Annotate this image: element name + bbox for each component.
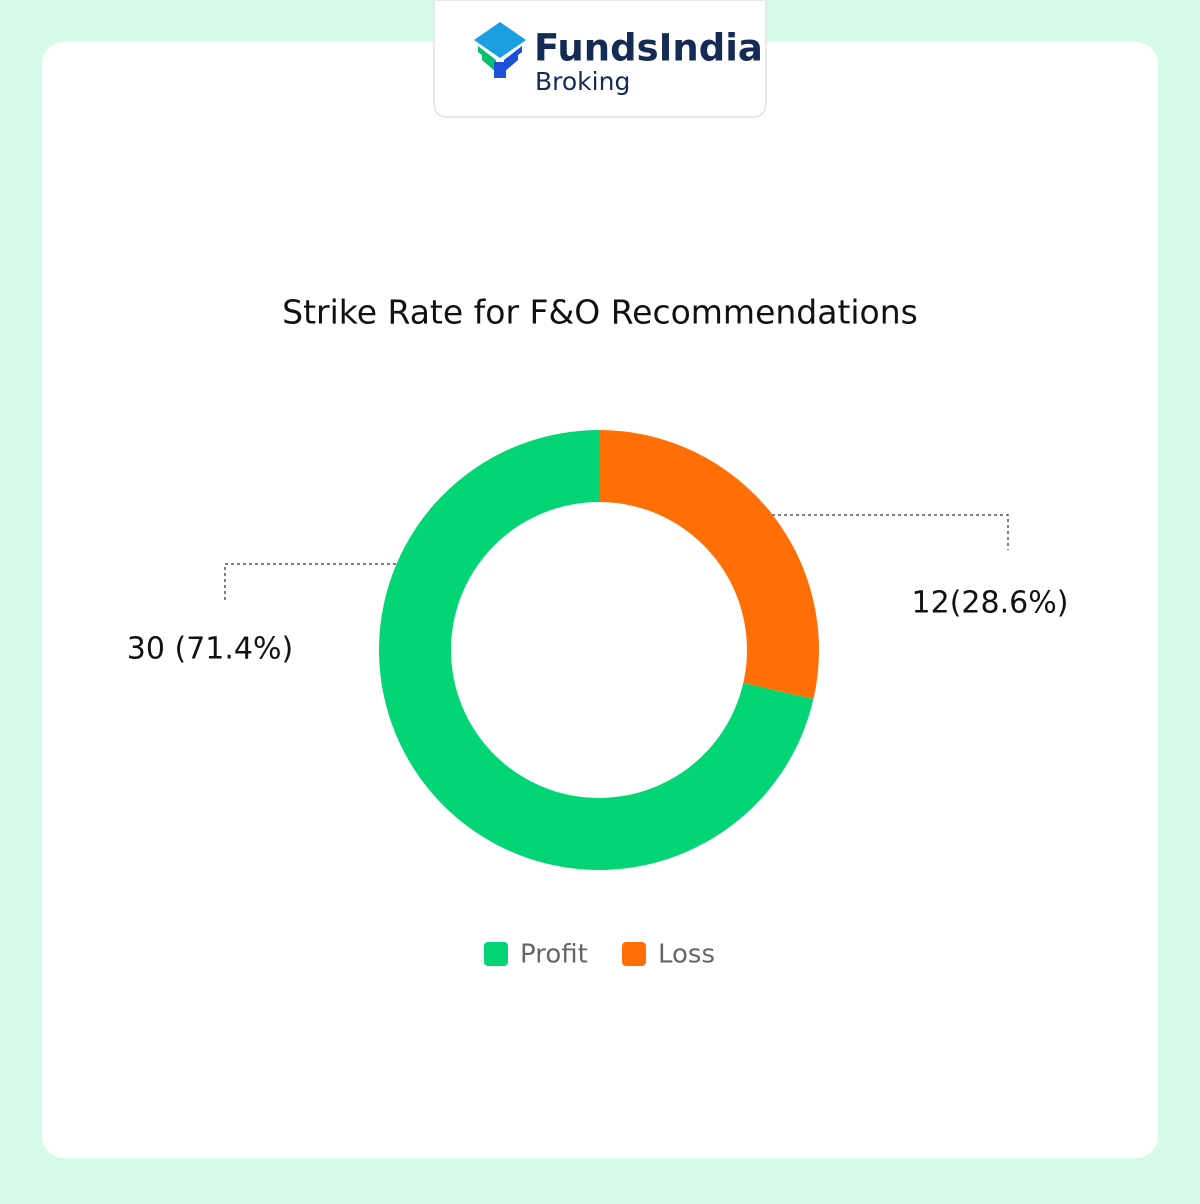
leader-lines <box>224 514 1009 600</box>
brand: FundsIndia <box>534 27 763 70</box>
chart-title: Strike Rate for F&O Recommendations <box>282 293 918 332</box>
legend-swatch <box>484 942 508 966</box>
card <box>42 42 1158 1158</box>
slice <box>599 430 819 699</box>
logo-icon <box>474 22 526 78</box>
data-label: 12(28.6%) <box>912 586 1069 621</box>
slice <box>378 430 814 871</box>
subbrand: Broking <box>535 67 630 96</box>
data-label: 30 (71.4%) <box>127 632 293 667</box>
legend-swatch <box>622 942 646 966</box>
legend-label: Profit <box>520 940 588 970</box>
logo-box <box>433 0 767 118</box>
legend-label: Loss <box>658 940 715 970</box>
